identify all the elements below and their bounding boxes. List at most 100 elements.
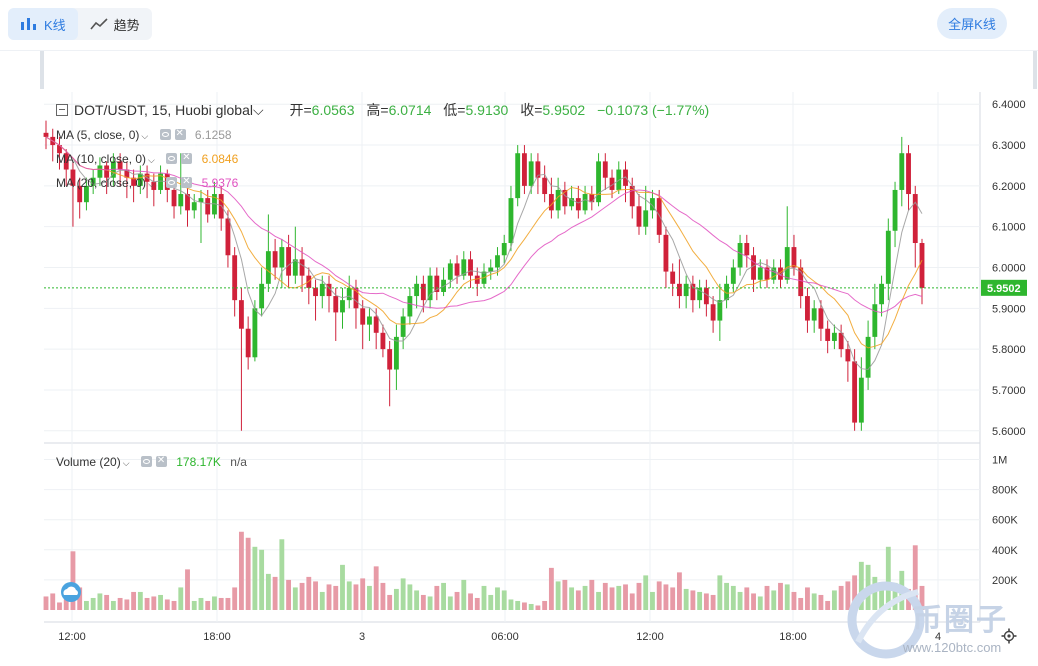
volume-bar [515,600,521,610]
chevron-down-icon[interactable]: ⌵ [148,179,155,189]
volume-bar [818,594,824,610]
close-icon[interactable] [181,152,193,164]
candle-body [501,243,507,256]
candle-body [232,255,238,301]
chevron-down-icon[interactable]: ⌵ [148,155,155,165]
volume-bar [771,590,777,610]
volume-value: 178.17K [176,455,221,469]
candle-body [811,308,817,321]
close-icon[interactable] [181,176,193,188]
volume-bar [838,585,844,610]
candle-body [367,316,372,325]
ma5-label[interactable]: MA (5, close, 0) [56,128,140,142]
tradingview-cloud-icon[interactable] [58,582,84,602]
low-value: 5.9130 [465,102,509,118]
volume-bar [245,537,251,610]
candle-body [393,336,399,370]
candle-body [602,161,608,178]
price-tick-label: 5.6000 [992,426,1026,438]
time-tick-label: 12:00 [58,631,86,643]
ma20-label[interactable]: MA (20, close, 0) [56,176,147,190]
candle-body [522,153,527,186]
volume-bar [737,591,743,610]
tab-kline[interactable]: K线 [8,8,78,40]
watermark-url: www.120btc.com [903,640,1002,655]
volume-bar [717,575,723,610]
volume-bar [629,593,635,610]
volume-bar [346,581,352,610]
candle-body [104,165,110,178]
close-icon[interactable] [174,128,186,140]
volume-bar [137,591,143,610]
volume-bar [447,596,453,610]
volume-bar [798,597,804,610]
volume-bar [508,599,514,610]
candle-body [326,283,332,297]
candle-body [872,304,878,337]
volume-bar [360,578,366,610]
candle-body [57,145,62,154]
candle-body [387,349,393,370]
candle-body [414,283,420,297]
volume-bar [340,564,345,610]
volume-bar [225,597,231,610]
eye-icon[interactable] [166,153,178,164]
time-tick-label: 3 [359,631,365,643]
candle-body [805,296,810,321]
candle-body [508,198,514,244]
volume-bar [373,566,379,610]
volume-bar [602,582,608,610]
volume-bar [104,594,110,610]
volume-bar [292,587,298,610]
volume-label[interactable]: Volume (20) [56,455,121,469]
candle-body [205,198,211,215]
candle-body [380,332,386,350]
chevron-down-icon[interactable]: ⌵ [141,131,149,141]
eye-icon[interactable] [140,456,152,467]
candle-body [791,247,797,268]
price-tick-label: 5.9000 [992,303,1026,315]
watermark-text: 币圈子 [912,604,1008,637]
volume-bar [852,575,858,610]
eye-icon[interactable] [166,177,178,188]
volume-bar [124,599,130,610]
candle-body [656,198,662,235]
volume-bar [259,549,265,610]
settings-gear-icon[interactable] [1001,628,1017,644]
candle-body [710,304,716,321]
volume-bar [724,582,730,610]
current-price-tag [981,279,1027,296]
chevron-down-icon[interactable]: ⌵ [122,458,130,468]
candle-body [178,194,184,207]
symbol-label[interactable]: DOT/USDT, 15, Huobi global [74,102,253,118]
ma10-label[interactable]: MA (10, close, 0) [56,152,147,166]
volume-bar [252,546,258,610]
volume-bar [319,591,325,610]
volume-bar [353,584,359,610]
volume-bar [791,591,797,610]
volume-bar [542,600,548,610]
volume-bar [387,594,393,610]
volume-bar [885,546,891,610]
chevron-down-icon[interactable]: ⌵ [252,102,264,118]
candle-body [420,283,426,301]
volume-bar [84,600,89,610]
candle-body [198,198,204,203]
volume-bar [784,584,790,610]
candle-body [124,169,130,178]
candle-body [340,300,345,313]
eye-icon[interactable] [159,129,171,140]
volume-bar [407,584,413,610]
fullscreen-kline-button[interactable]: 全屏K线 [937,8,1007,39]
tab-trend[interactable]: 趋势 [78,8,152,40]
candle-body [629,185,635,207]
volume-bar [831,590,837,610]
candle-body [730,267,736,284]
candle-body [313,287,318,297]
volume-bar [582,585,588,610]
collapse-legend-icon[interactable] [56,104,68,116]
volume-bar [596,591,601,610]
close-icon[interactable] [155,455,167,467]
volume-bar [683,588,689,610]
